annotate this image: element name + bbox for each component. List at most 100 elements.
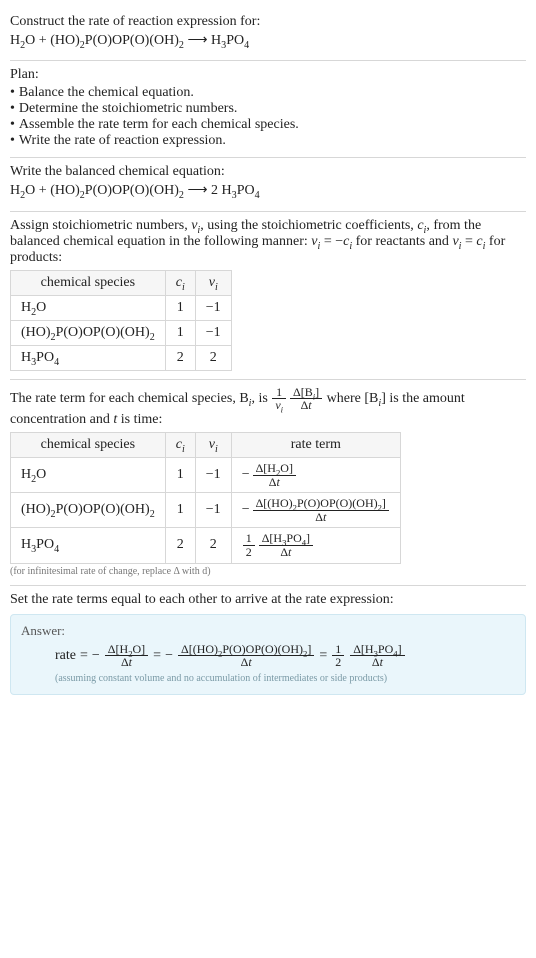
minus-sign: − [242,467,250,483]
equals-sign: = [319,648,327,664]
col-rate: rate term [231,432,400,457]
cell-ci: 1 [165,493,195,528]
cell-ci: 2 [165,528,195,563]
coef-frac: 1 2 [331,643,345,669]
col-ci: ci [165,270,195,295]
frac-den: Δt [178,656,314,669]
plan-section: Plan: •Balance the chemical equation. •D… [10,61,526,157]
frac-den: 2 [243,546,255,559]
rate-frac: Δ[(HO)2P(O)OP(O)(OH)2] Δt [252,497,390,523]
plan-item-text: Write the rate of reaction expression. [19,133,226,149]
intro-section: Construct the rate of reaction expressio… [10,8,526,60]
frac-num: Δ[H3PO4] [350,643,404,657]
frac-num: Δ[H2O] [253,462,296,476]
col-nui: νi [195,270,231,295]
table-row: (HO)2P(O)OP(O)(OH)2 1 −1 [11,320,232,345]
minus-sign: − [92,648,100,664]
cell-rate: − Δ[H2O] Δt [231,457,400,492]
frac-den: Δt [290,399,322,412]
cell-ci: 1 [165,295,195,320]
product: H3PO4 [211,33,249,48]
cell-nui: −1 [195,320,231,345]
table-header-row: chemical species ci νi rate term [11,432,401,457]
frac-den: Δt [105,656,148,669]
table-row: H3PO4 2 2 [11,345,232,370]
product: 2 H3PO4 [211,183,260,198]
table-row: H2O 1 −1 [11,295,232,320]
frac-one-over-nu: 1 νi [271,386,287,412]
bullet-icon: • [10,85,15,101]
plan-list: •Balance the chemical equation. •Determi… [10,85,526,149]
cell-species: H3PO4 [11,528,166,563]
reactant-b: (HO)2P(O)OP(O)(OH)2 [50,33,184,48]
intro-equation: H2O + (HO)2P(O)OP(O)(OH)2 ⟶ H3PO4 [10,30,526,52]
cell-nui: −1 [195,493,231,528]
cell-rate: 1 2 Δ[H3PO4] Δt [231,528,400,563]
table-row: (HO)2P(O)OP(O)(OH)2 1 −1 − Δ[(HO)2P(O)OP… [11,493,401,528]
term-frac: Δ[H3PO4] Δt [349,643,405,669]
term-frac: Δ[(HO)2P(O)OP(O)(OH)2] Δt [177,643,315,669]
plan-item: •Assemble the rate term for each chemica… [10,117,526,133]
bullet-icon: • [10,117,15,133]
assign-text: Assign stoichiometric numbers, νi, using… [10,218,526,266]
cell-rate: − Δ[(HO)2P(O)OP(O)(OH)2] Δt [231,493,400,528]
reaction-arrow: ⟶ [184,33,211,48]
frac-den: Δt [253,511,389,524]
frac-den: Δt [350,656,404,669]
cell-species: H2O [11,295,166,320]
rateterm-formula: 1 νi Δ[Bi] Δt [271,386,323,412]
rateterm-table: chemical species ci νi rate term H2O 1 −… [10,432,401,564]
reactant-a: H2O [10,183,35,198]
plan-item: •Write the rate of reaction expression. [10,133,526,149]
minus-sign: − [242,502,250,518]
col-species: chemical species [11,432,166,457]
col-species: chemical species [11,270,166,295]
cell-nui: −1 [195,457,231,492]
plan-heading: Plan: [10,67,526,83]
cell-ci: 1 [165,320,195,345]
plan-item: •Determine the stoichiometric numbers. [10,101,526,117]
cell-species: (HO)2P(O)OP(O)(OH)2 [11,320,166,345]
equals-sign: = [80,648,88,664]
rateterm-text: The rate term for each chemical species,… [10,386,526,428]
frac-den: 2 [332,656,344,669]
balanced-heading: Write the balanced chemical equation: [10,164,526,180]
rate-frac: Δ[H3PO4] Δt [258,532,314,558]
balanced-section: Write the balanced chemical equation: H2… [10,158,526,210]
rate-word: rate [55,648,76,664]
final-heading: Set the rate terms equal to each other t… [10,592,526,608]
answer-box: Answer: rate = − Δ[H2O] Δt = − Δ[(HO)2P(… [10,614,526,695]
frac-den: νi [272,399,286,412]
coef-frac: 1 2 [242,532,256,558]
rateterm-pre: The rate term for each chemical species,… [10,391,271,406]
cell-nui: −1 [195,295,231,320]
plus-sign: + [35,183,50,198]
cell-ci: 1 [165,457,195,492]
final-section: Set the rate terms equal to each other t… [10,586,526,703]
frac-num: Δ[H3PO4] [259,532,313,546]
balanced-equation: H2O + (HO)2P(O)OP(O)(OH)2 ⟶ 2 H3PO4 [10,180,526,202]
plan-item-text: Assemble the rate term for each chemical… [19,117,299,133]
frac-num: Δ[(HO)2P(O)OP(O)(OH)2] [178,643,314,657]
frac-num: 1 [332,643,344,657]
cell-ci: 2 [165,345,195,370]
stoich-table: chemical species ci νi H2O 1 −1 (HO)2P(O… [10,270,232,371]
rateterm-section: The rate term for each chemical species,… [10,380,526,585]
reactant-a: H2O [10,33,35,48]
answer-note: (assuming constant volume and no accumul… [21,673,515,684]
frac-num: Δ[H2O] [105,643,148,657]
equals-sign: = [153,648,161,664]
frac-num: Δ[(HO)2P(O)OP(O)(OH)2] [253,497,389,511]
assign-section: Assign stoichiometric numbers, νi, using… [10,212,526,379]
plus-sign: + [35,33,50,48]
plan-item-text: Balance the chemical equation. [19,85,194,101]
frac-den: Δt [253,476,296,489]
bullet-icon: • [10,133,15,149]
frac-num: 1 [243,532,255,546]
frac-dbi-dt: Δ[Bi] Δt [289,386,323,412]
table-row: H3PO4 2 2 1 2 Δ[H3PO4] Δt [11,528,401,563]
table-header-row: chemical species ci νi [11,270,232,295]
rateterm-note: (for infinitesimal rate of change, repla… [10,566,526,577]
reactant-b: (HO)2P(O)OP(O)(OH)2 [50,183,184,198]
frac-num: 1 [272,386,286,400]
